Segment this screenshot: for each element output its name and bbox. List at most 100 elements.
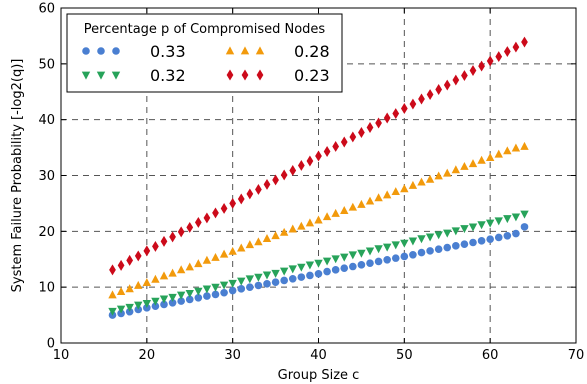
data-point <box>116 287 126 295</box>
data-point <box>417 177 426 186</box>
data-point <box>169 231 176 243</box>
data-point <box>460 240 469 248</box>
legend-marker <box>226 69 234 81</box>
data-point <box>358 127 365 138</box>
data-point <box>185 295 194 304</box>
data-point <box>461 70 468 82</box>
data-point <box>520 223 529 231</box>
data-point <box>392 108 400 119</box>
data-point <box>142 299 152 308</box>
y-tick-label: 50 <box>38 57 55 72</box>
data-point <box>262 271 272 280</box>
data-point <box>305 261 315 270</box>
legend-entry: 0.33 <box>82 42 186 61</box>
data-point <box>159 295 169 304</box>
legend-marker <box>111 71 121 80</box>
legend-marker <box>241 69 249 81</box>
data-point <box>485 153 495 161</box>
data-point <box>443 168 452 177</box>
data-point <box>400 239 409 248</box>
data-point <box>185 262 194 271</box>
data-point <box>408 180 418 189</box>
data-point <box>468 223 478 232</box>
data-point <box>134 250 142 262</box>
data-point <box>383 256 391 264</box>
data-point <box>468 159 478 168</box>
data-point <box>503 46 511 58</box>
data-point <box>176 291 186 300</box>
data-point <box>211 283 220 292</box>
series-0-28 <box>108 141 529 299</box>
data-point <box>408 237 418 246</box>
data-point <box>280 276 288 285</box>
data-point <box>434 245 443 253</box>
data-point <box>160 300 168 309</box>
data-point <box>348 202 358 211</box>
data-point <box>391 241 400 250</box>
legend-label: 0.23 <box>294 66 330 85</box>
data-point <box>279 227 289 236</box>
y-axis-label: System Failure Probability [-log2(q)] <box>10 59 25 293</box>
data-point <box>306 271 314 280</box>
data-point <box>340 264 349 272</box>
data-point <box>494 217 503 226</box>
data-point <box>254 273 263 282</box>
x-axis-label: Group Size c <box>278 368 360 383</box>
data-point <box>229 197 237 209</box>
data-point <box>503 215 512 224</box>
data-point <box>219 249 229 258</box>
data-point <box>202 285 212 294</box>
data-point <box>108 290 117 299</box>
data-point <box>520 141 529 150</box>
data-point <box>323 146 331 157</box>
data-point <box>331 255 340 264</box>
data-point <box>417 235 426 244</box>
data-point <box>357 261 366 269</box>
data-point <box>400 184 409 193</box>
data-point <box>297 263 306 272</box>
legend-marker <box>81 71 91 80</box>
data-point <box>322 212 332 221</box>
legend-label: 0.28 <box>294 42 330 61</box>
data-point <box>435 84 443 95</box>
data-point <box>348 251 358 260</box>
data-point <box>151 302 160 310</box>
data-point <box>503 146 512 155</box>
y-tick-label: 20 <box>38 225 55 240</box>
data-point <box>315 150 322 162</box>
legend: Percentage p of Compromised Nodes 0.330.… <box>66 13 343 93</box>
data-point <box>314 215 323 224</box>
data-point <box>486 235 494 243</box>
data-point <box>168 299 177 307</box>
legend-marker <box>112 47 120 55</box>
data-point <box>254 281 263 290</box>
data-point <box>262 233 272 242</box>
data-point <box>469 238 477 247</box>
data-point <box>511 143 521 152</box>
data-point <box>382 243 392 252</box>
legend-entry: 0.32 <box>81 66 186 85</box>
data-point <box>185 289 194 298</box>
data-point <box>340 206 349 215</box>
data-point <box>142 278 152 287</box>
data-point <box>357 249 366 258</box>
data-point <box>279 267 289 276</box>
data-point <box>159 271 169 280</box>
data-point <box>460 161 469 170</box>
data-point <box>246 188 254 200</box>
y-tick-label: 0 <box>47 337 55 352</box>
data-point <box>143 245 151 257</box>
data-point <box>305 218 315 227</box>
data-point <box>477 155 486 164</box>
x-tick-label: 70 <box>568 348 585 363</box>
data-point <box>177 297 185 305</box>
data-point <box>280 169 288 181</box>
data-point <box>494 149 503 158</box>
data-point <box>512 229 520 238</box>
data-point <box>271 269 280 278</box>
data-point <box>331 266 340 274</box>
data-point <box>297 221 306 230</box>
data-point <box>366 259 374 267</box>
data-point <box>451 227 461 236</box>
